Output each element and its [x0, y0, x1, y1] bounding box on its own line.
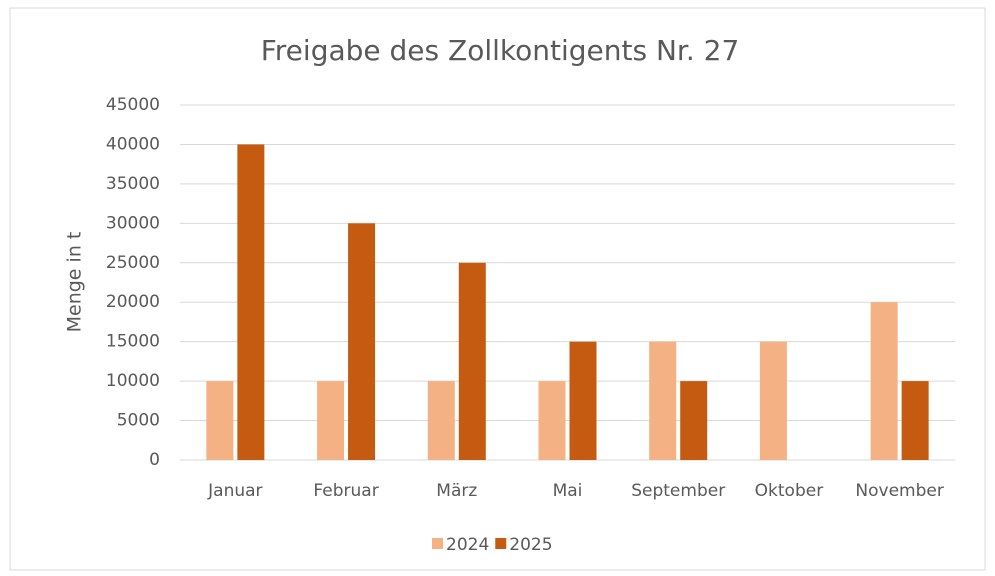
bar — [206, 381, 234, 460]
y-axis-label: Menge in t — [64, 232, 86, 333]
bar — [348, 223, 376, 460]
legend-swatch — [432, 538, 443, 549]
bar — [237, 144, 265, 460]
chart-title: Freigabe des Zollkontigents Nr. 27 — [261, 34, 740, 67]
x-tick-label: Oktober — [755, 481, 824, 501]
bar — [759, 341, 787, 460]
x-tick-label: Mai — [553, 481, 583, 501]
bar — [317, 381, 345, 460]
y-tick-label: 45000 — [106, 95, 160, 115]
y-tick-label: 30000 — [106, 213, 160, 233]
y-tick-label: 20000 — [106, 292, 160, 312]
bar — [649, 341, 677, 460]
bar — [901, 381, 929, 460]
y-tick-label: 40000 — [106, 134, 160, 154]
bar — [538, 381, 566, 460]
legend-swatch — [495, 538, 507, 549]
y-tick-label: 10000 — [106, 371, 160, 391]
bar — [427, 381, 455, 460]
bar — [458, 262, 486, 460]
legend-label: 2025 — [509, 535, 552, 555]
y-tick-label: 0 — [149, 450, 160, 470]
y-tick-label: 5000 — [117, 411, 160, 431]
y-tick-label: 25000 — [106, 253, 160, 273]
y-tick-label: 15000 — [106, 332, 160, 352]
chart-border — [9, 7, 986, 571]
x-tick-label: Februar — [313, 481, 378, 501]
x-tick-label: März — [436, 481, 477, 501]
bar — [680, 381, 708, 460]
x-tick-label: Januar — [207, 481, 262, 501]
x-tick-label: November — [855, 481, 943, 501]
bar — [870, 302, 898, 460]
y-tick-label: 35000 — [106, 174, 160, 194]
x-tick-label: September — [631, 481, 725, 501]
bar — [569, 341, 597, 460]
legend-label: 2024 — [446, 535, 489, 555]
